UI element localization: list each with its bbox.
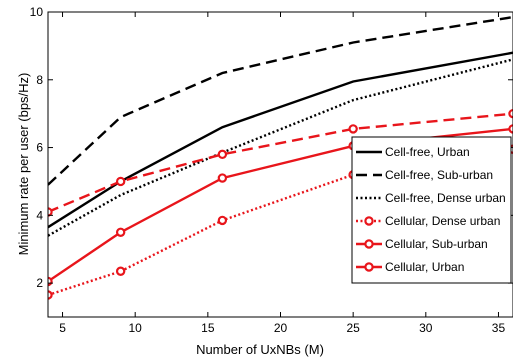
- series-line: [48, 15, 513, 186]
- data-point: [115, 176, 126, 187]
- legend: Cell-free, Urban Cell-free, Sub-urban Cell…: [351, 136, 512, 284]
- x-tick-label: 5: [59, 321, 66, 335]
- data-point: [217, 215, 228, 226]
- legend-item: Cell-free, Urban: [356, 145, 470, 159]
- legend-label: Cellular, Sub-urban: [385, 237, 488, 251]
- series-line: [48, 112, 513, 214]
- legend-item: Cellular, Urban: [356, 260, 464, 274]
- legend-label: Cell-free, Sub-urban: [385, 168, 493, 182]
- legend-label: Cell-free, Dense urban: [385, 191, 506, 205]
- legend-item: Cell-free, Dense urban: [356, 191, 506, 205]
- x-tick-label: 10: [129, 321, 143, 335]
- legend-item: Cellular, Sub-urban: [356, 237, 488, 251]
- legend-label: Cell-free, Urban: [385, 145, 470, 159]
- data-point: [115, 227, 126, 237]
- y-tick-label: 10: [30, 5, 44, 19]
- y-tick-label: 4: [36, 208, 43, 222]
- legend-label: Cellular, Urban: [385, 260, 464, 274]
- x-tick-label: 15: [201, 321, 215, 335]
- legend-item: Cellular, Dense urban: [356, 214, 500, 228]
- data-point: [508, 108, 513, 119]
- legend-item: Cell-free, Sub-urban: [356, 168, 493, 182]
- legend-marker: [364, 216, 374, 226]
- y-axis-title: Minimum rate per user (bps/Hz): [16, 73, 31, 256]
- legend-marker: [364, 239, 374, 249]
- x-axis: 5 10 15 20 25 30 35: [59, 12, 505, 335]
- legend-label: Cellular, Dense urban: [385, 214, 500, 228]
- data-point: [348, 124, 358, 134]
- x-tick-label: 30: [419, 321, 433, 335]
- data-point: [217, 149, 228, 160]
- series-line: [48, 51, 513, 229]
- x-axis-title: Number of UxNBs (M): [196, 342, 324, 357]
- data-point: [115, 266, 126, 276]
- y-tick-label: 6: [36, 141, 43, 155]
- data-point: [217, 173, 228, 183]
- x-tick-label: 20: [274, 321, 288, 335]
- y-tick-label: 8: [36, 73, 43, 87]
- series-cell-free-urban: [48, 51, 513, 229]
- x-tick-label: 35: [492, 321, 506, 335]
- legend-marker: [364, 262, 374, 272]
- x-tick-label: 25: [346, 321, 360, 335]
- data-point: [508, 124, 513, 134]
- y-axis: 2 4 6 8 10: [30, 5, 513, 290]
- y-tick-label: 2: [36, 276, 43, 290]
- series-cell-free-sub-urban: [48, 15, 513, 186]
- legend-box: [351, 136, 512, 284]
